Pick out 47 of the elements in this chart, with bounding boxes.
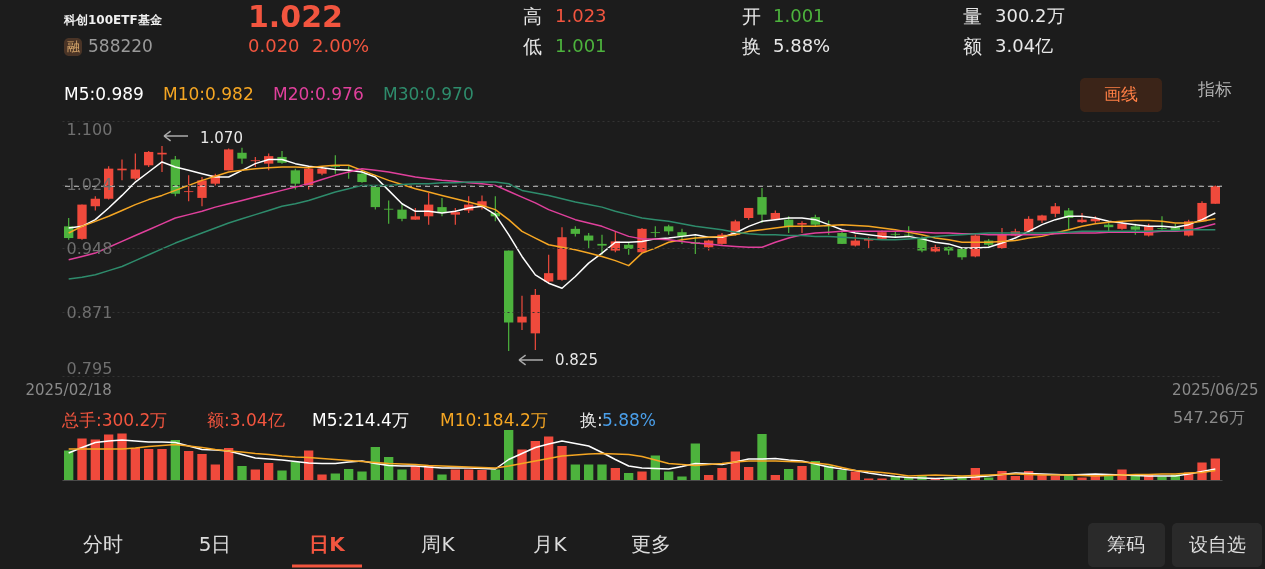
text: 1.022 — [248, 0, 343, 34]
text: 300.2万 — [995, 5, 1065, 26]
text: 3.04亿 — [995, 35, 1054, 56]
text: 588220 — [88, 36, 153, 56]
text: M10:0.982 — [163, 84, 254, 104]
series-label: M5:214.4万 — [312, 410, 409, 430]
y-tick-label: 0.795 — [66, 358, 113, 378]
text: 低 — [523, 35, 542, 57]
x-tick-label: 2025/06/25 — [1172, 380, 1259, 399]
text: M5:0.989 — [64, 84, 144, 104]
y-tick-label: 1.100 — [66, 119, 113, 139]
annotation: 额:3.04亿 — [207, 410, 285, 430]
text: M20:0.976 — [273, 84, 364, 104]
annotation: 换: — [580, 410, 603, 430]
text: 1.001 — [773, 5, 825, 26]
annotation: 总手:300.2万 — [61, 410, 168, 430]
text: 分时 — [83, 532, 123, 556]
annotation: 1.070 — [200, 129, 243, 147]
text: 2.00% — [312, 35, 370, 56]
series-label: M10:184.2万 — [440, 410, 548, 430]
text: 设自选 — [1188, 533, 1246, 555]
text: 量 — [963, 5, 982, 27]
text: 0.020 — [248, 35, 300, 56]
text: 高 — [523, 5, 542, 27]
y-tick-label: 0.948 — [66, 238, 113, 258]
text: 5日 — [198, 532, 232, 556]
text: 筹码 — [1107, 533, 1145, 555]
text: M30:0.970 — [383, 84, 474, 104]
text: 换 — [742, 35, 761, 57]
annotation: 0.825 — [555, 351, 598, 369]
text: 日K — [309, 532, 347, 556]
text: 月K — [533, 532, 568, 556]
x-tick-label: 2025/02/18 — [25, 380, 112, 399]
text: 周K — [421, 532, 456, 556]
text: 更多 — [631, 532, 671, 556]
y-tick-label: 0.871 — [66, 302, 113, 322]
text: 1.023 — [555, 5, 607, 26]
text: 指标 — [1197, 79, 1232, 99]
text: 1.001 — [555, 35, 607, 56]
text: 额 — [963, 35, 982, 57]
text: 画线 — [1104, 84, 1138, 104]
text: 开 — [742, 5, 761, 27]
text: 5.88% — [773, 35, 831, 56]
text: 547.26万 — [1173, 408, 1245, 427]
annotation: 5.88% — [602, 410, 657, 430]
text: 融 — [66, 39, 80, 54]
chart-title: 科创100ETF基金 — [63, 13, 163, 27]
